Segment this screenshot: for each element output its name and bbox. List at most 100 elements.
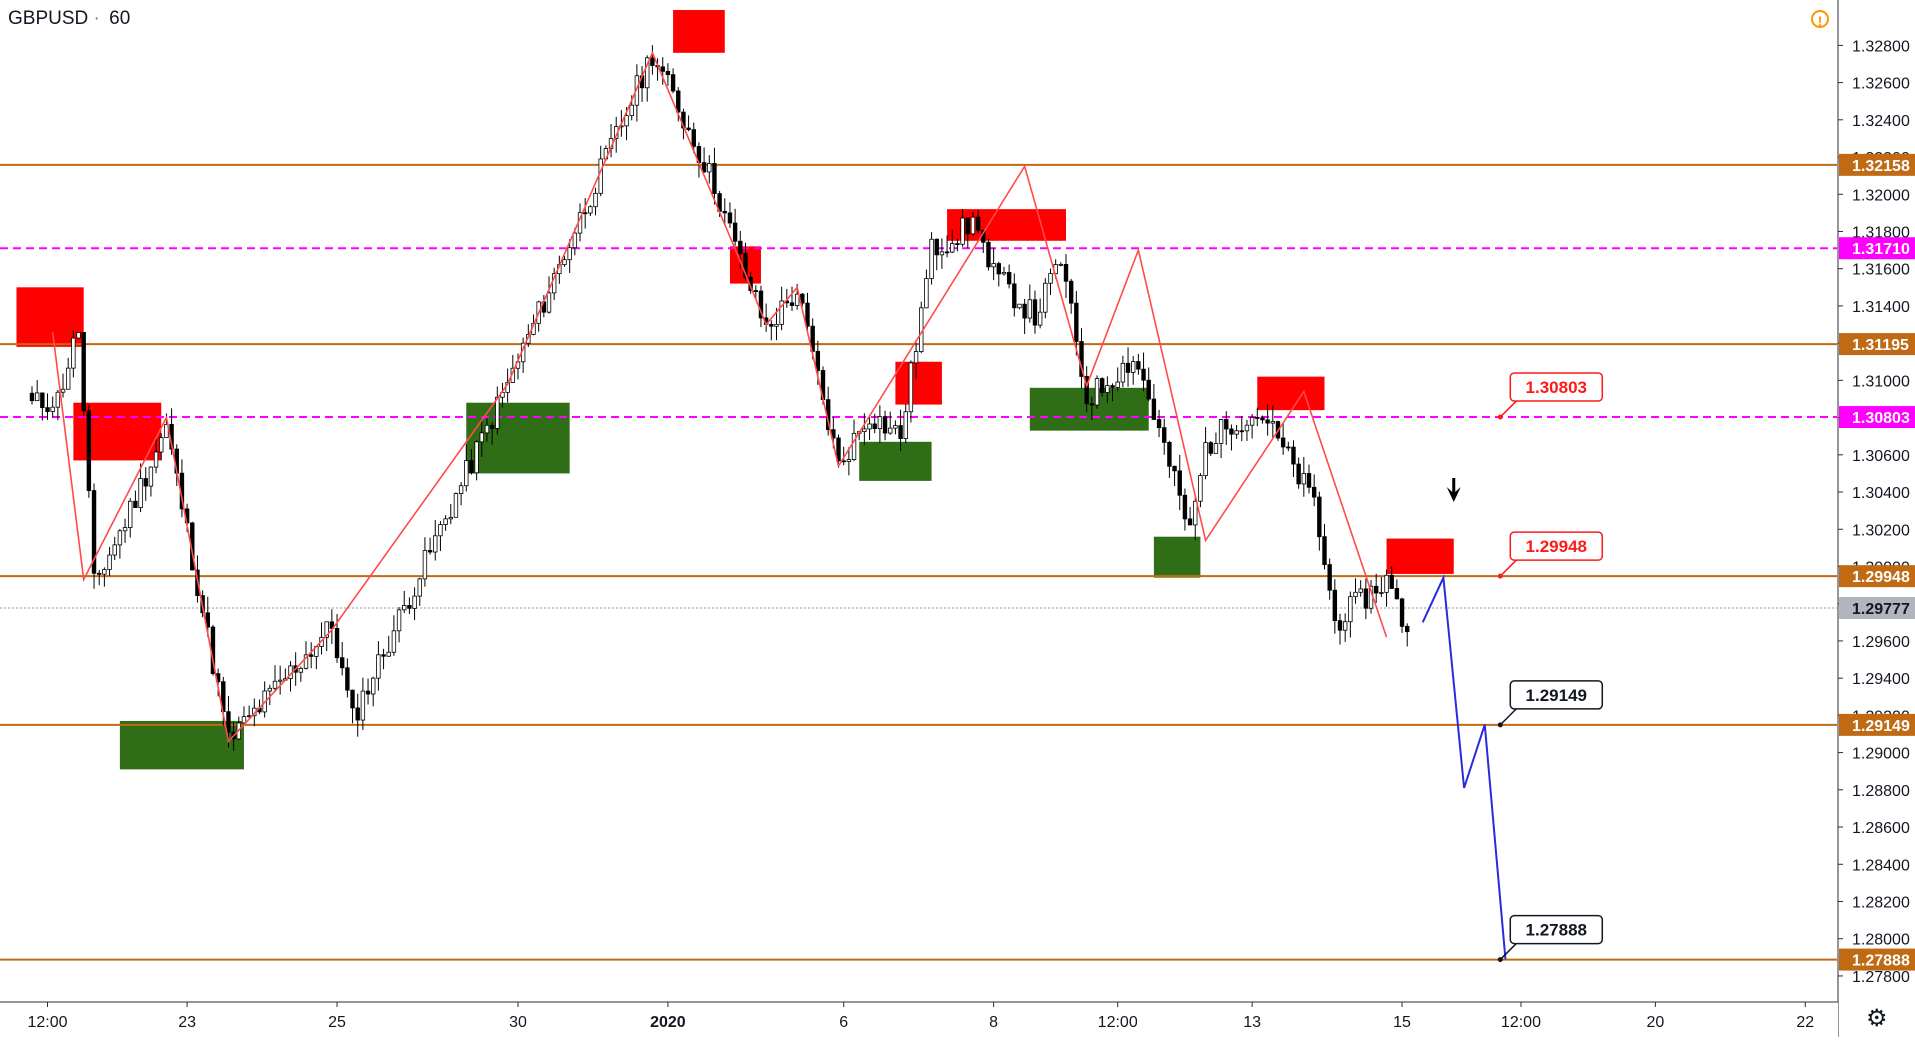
candle-body: [1399, 598, 1405, 627]
gear-icon[interactable]: ⚙: [1866, 1005, 1888, 1032]
x-tick-label: 25: [328, 1014, 346, 1031]
x-tick-label: 12:00: [27, 1014, 67, 1031]
candle: [1363, 578, 1369, 620]
candle-body: [691, 129, 696, 147]
candle: [1213, 432, 1219, 454]
candle-body: [365, 690, 371, 695]
candle: [1032, 290, 1038, 334]
candle-body: [1296, 463, 1301, 485]
candle: [955, 238, 960, 252]
candle-body: [1213, 443, 1219, 454]
time-axis-bg: [0, 1002, 1838, 1037]
candle-body: [81, 332, 86, 412]
price-callout: 1.29948: [1497, 531, 1604, 579]
callout-box: [1509, 914, 1604, 945]
candle-body: [148, 466, 154, 487]
candle-body: [128, 500, 133, 528]
candle-body: [1291, 446, 1296, 465]
candle: [1094, 375, 1100, 409]
candle-body: [629, 104, 634, 117]
candle: [448, 504, 453, 525]
price-callout: 1.27888: [1497, 914, 1604, 963]
candle-body: [1172, 465, 1177, 472]
y-tick-label: 1.32000: [1852, 187, 1910, 204]
y-tick-label: 1.29600: [1852, 634, 1910, 651]
axis-price-label: [1839, 333, 1915, 356]
candle: [1342, 613, 1348, 642]
candle-body: [29, 392, 35, 402]
resistance-zone: [895, 361, 942, 405]
candle-body: [769, 324, 774, 327]
y-tick-label: 1.29000: [1852, 746, 1910, 763]
candle: [422, 537, 428, 587]
warning-icon[interactable]: !: [1811, 10, 1829, 29]
symbol-title[interactable]: GBPUSD · 60: [8, 8, 130, 30]
candle-body: [862, 428, 867, 433]
candle: [1229, 424, 1234, 451]
candle: [1322, 524, 1327, 570]
candle-body: [645, 57, 650, 89]
x-tick-label: 30: [509, 1014, 527, 1031]
candle: [40, 392, 45, 421]
callout-text: 1.27888: [1526, 921, 1587, 940]
axis-price-label-text: 1.27888: [1852, 953, 1910, 970]
price-callout: 1.29149: [1497, 680, 1604, 728]
candle-body: [1317, 496, 1322, 538]
axis-price-label: [1839, 713, 1915, 736]
candle-body: [738, 240, 743, 255]
candle-body: [360, 690, 366, 721]
candle-body: [422, 550, 428, 580]
candle-body: [707, 163, 712, 173]
candle-body: [877, 416, 883, 430]
candle: [924, 269, 929, 309]
candle: [919, 301, 924, 354]
candle-body: [1177, 470, 1182, 496]
candle: [81, 332, 86, 417]
candle-body: [376, 654, 381, 679]
candle-body: [396, 609, 402, 632]
candle-body: [1017, 303, 1022, 309]
resistance-zone: [73, 402, 162, 461]
candle-body: [1187, 518, 1193, 526]
candle-body: [272, 680, 278, 689]
candle: [479, 419, 484, 458]
candle-body: [1043, 282, 1048, 313]
candle-body: [303, 654, 309, 669]
support-zone: [1153, 536, 1201, 578]
time-axis: 12:00 23 25 30 2020 6 8 12:00 13 15 12:00 20 22: [0, 1001, 1838, 1037]
candle-body: [1193, 500, 1198, 526]
candle: [148, 466, 154, 497]
candle: [722, 198, 727, 226]
candle: [371, 676, 376, 707]
candle-body: [650, 57, 655, 66]
candle: [1239, 416, 1244, 442]
candle-body: [402, 605, 407, 611]
candle-body: [495, 396, 500, 429]
y-tick-label: 1.30600: [1852, 448, 1910, 465]
candle: [65, 357, 71, 390]
candle-body: [1136, 361, 1141, 370]
candle: [1193, 495, 1198, 541]
candle: [665, 63, 671, 86]
candle-body: [334, 627, 340, 659]
candle: [1177, 454, 1182, 511]
y-tick-label: 1.30400: [1852, 485, 1910, 502]
candle: [1260, 415, 1265, 424]
candle-body: [572, 232, 578, 249]
candle: [1001, 266, 1007, 276]
candle: [1280, 422, 1286, 455]
candle: [551, 267, 557, 301]
candle: [913, 342, 919, 379]
candle-body: [324, 621, 329, 638]
candle: [567, 239, 572, 273]
candle-body: [562, 259, 567, 266]
y-tick-label: 1.28800: [1852, 783, 1910, 800]
candle: [1301, 456, 1307, 497]
y-tick-label: 1.32600: [1852, 76, 1910, 93]
candle: [1389, 566, 1394, 589]
candle: [867, 416, 872, 440]
candle-body: [1037, 311, 1043, 326]
candle: [376, 641, 381, 691]
